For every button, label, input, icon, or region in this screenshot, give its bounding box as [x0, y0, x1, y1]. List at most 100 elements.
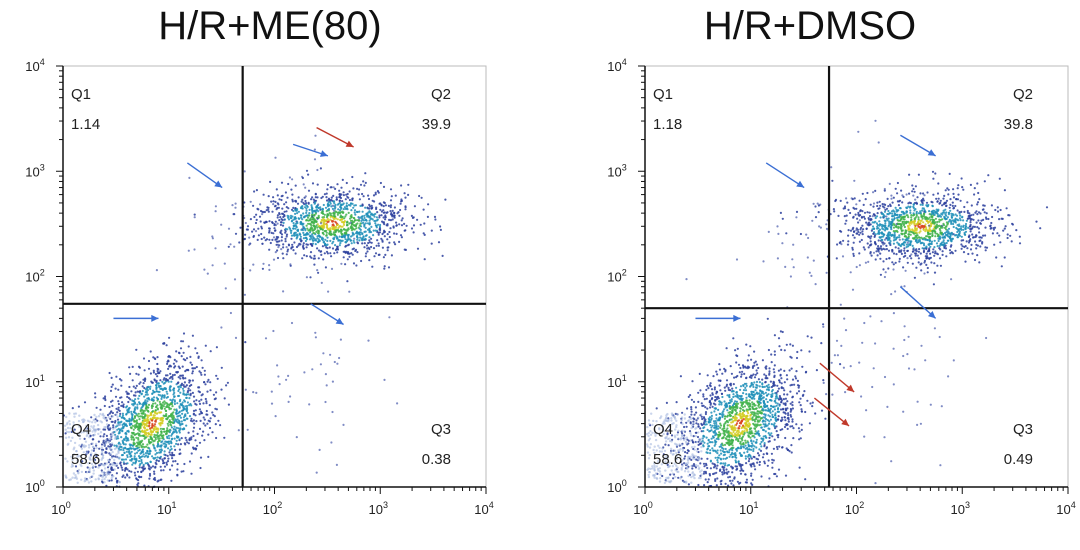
data-point [789, 390, 792, 393]
data-point [130, 436, 133, 439]
data-point [85, 426, 88, 429]
data-point [390, 195, 393, 198]
data-point [214, 423, 217, 426]
data-point [743, 451, 746, 454]
data-point [874, 258, 877, 261]
data-point [167, 447, 170, 450]
data-point [125, 439, 128, 442]
data-point [167, 380, 170, 383]
data-point [219, 424, 222, 427]
data-point [789, 407, 792, 411]
data-point [744, 386, 747, 389]
data-point [146, 400, 149, 403]
data-point [187, 369, 190, 372]
data-point [352, 224, 356, 227]
data-point [754, 389, 757, 392]
data-point [170, 415, 173, 418]
data-point [748, 428, 752, 431]
data-point [783, 425, 787, 429]
data-point [187, 442, 190, 445]
data-point [310, 198, 313, 201]
data-point [265, 238, 269, 241]
data-point [204, 424, 207, 427]
data-point [268, 220, 271, 223]
data-point [732, 416, 735, 419]
data-point [739, 410, 742, 413]
data-point [716, 427, 720, 430]
data-point [724, 389, 727, 392]
data-point [390, 254, 393, 257]
data-point [123, 462, 126, 465]
data-point [193, 367, 197, 370]
data-point [282, 215, 285, 219]
data-point [111, 399, 114, 402]
data-point [88, 456, 91, 459]
data-point [260, 227, 263, 230]
data-point [749, 402, 752, 405]
data-point [153, 433, 156, 436]
data-point [193, 213, 196, 216]
data-point [163, 400, 166, 403]
data-point [794, 375, 797, 378]
data-point [714, 478, 717, 481]
data-point [206, 390, 209, 393]
data-point [105, 434, 108, 437]
data-point [139, 434, 143, 437]
data-point [722, 462, 725, 465]
data-point [171, 375, 174, 378]
data-point [697, 423, 700, 426]
data-point [791, 344, 794, 347]
data-point [758, 381, 761, 384]
data-point [755, 383, 758, 386]
data-point [350, 229, 353, 232]
data-point [739, 401, 742, 404]
data-point [346, 280, 349, 283]
data-point [132, 411, 136, 414]
data-point [150, 405, 153, 408]
data-point [766, 419, 769, 422]
data-point [296, 202, 300, 205]
data-point [261, 213, 264, 216]
data-point [738, 425, 741, 428]
data-point [134, 467, 137, 470]
data-point [724, 447, 727, 451]
data-point [278, 219, 281, 222]
data-point [801, 394, 804, 397]
data-point [178, 367, 181, 370]
data-point [341, 216, 344, 219]
data-point [728, 413, 732, 416]
data-point [784, 402, 787, 405]
data-point [403, 192, 406, 195]
data-point [133, 458, 136, 461]
data-point [94, 465, 97, 468]
data-point [99, 431, 103, 434]
data-point [706, 384, 709, 388]
data-point [182, 416, 185, 419]
data-point [369, 205, 372, 208]
data-point [295, 220, 298, 223]
data-point [350, 252, 353, 255]
data-point [755, 392, 758, 395]
data-point [360, 238, 363, 241]
data-point [255, 213, 258, 216]
data-point [763, 385, 766, 388]
data-point [765, 447, 768, 450]
data-point [185, 396, 188, 399]
data-point [396, 402, 399, 405]
data-point [734, 427, 737, 430]
data-point [767, 432, 770, 435]
data-point [114, 395, 118, 398]
data-point [798, 384, 801, 387]
data-point [709, 441, 712, 444]
data-point [197, 386, 200, 389]
data-point [750, 457, 753, 460]
data-point [292, 249, 295, 252]
data-point [726, 427, 729, 430]
data-point [745, 429, 748, 432]
data-point [320, 196, 323, 200]
data-point [110, 376, 113, 379]
data-point [209, 350, 212, 353]
data-point [703, 441, 706, 444]
data-point [720, 413, 723, 416]
data-point [125, 450, 128, 453]
